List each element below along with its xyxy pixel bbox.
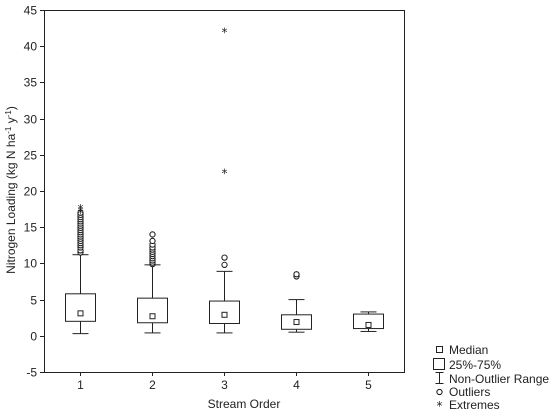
- y-axis: -5 0 5 10 15 20 25 30 35 40 45: [24, 4, 44, 380]
- x-tick-label: 5: [365, 378, 372, 392]
- outlier-point: [221, 254, 228, 261]
- y-axis-title-sup-1: -1: [4, 126, 13, 134]
- y-tick-label: 40: [24, 40, 38, 54]
- legend-label-box: 25%-75%: [449, 358, 501, 372]
- iqr-box: [353, 313, 384, 330]
- outlier-point: [149, 237, 156, 245]
- legend-item-box: 25%-75%: [433, 358, 501, 372]
- extreme-point: *: [78, 207, 84, 221]
- y-axis-title: Nitrogen Loading (kg N ha-1 y-1): [4, 106, 19, 274]
- y-tick-label: 15: [24, 221, 38, 235]
- x-tick-label: 2: [149, 378, 156, 392]
- legend-item-median: Median: [436, 343, 488, 357]
- y-axis-title-part-2: y: [4, 117, 18, 126]
- x-tick-label: 3: [221, 378, 228, 392]
- extreme-asterisk-icon: *: [437, 399, 443, 413]
- y-tick-label: 20: [24, 185, 38, 199]
- median-marker: [293, 319, 300, 326]
- box-plot-marks: *****: [65, 26, 384, 335]
- legend-label-outliers: Outliers: [449, 385, 490, 399]
- legend: Median 25%-75% Non-Outlier Range Outlier…: [433, 343, 549, 413]
- extreme-point: *: [78, 202, 84, 216]
- legend-item-range: Non-Outlier Range: [435, 372, 549, 386]
- legend-item-outliers: Outliers: [436, 385, 490, 399]
- box-group-1: ***: [65, 202, 96, 335]
- iqr-box: [65, 293, 96, 322]
- box-group-5: [353, 311, 384, 332]
- y-tick-label: 25: [24, 149, 38, 163]
- y-tick-label: 5: [30, 294, 37, 308]
- y-tick-label: 0: [30, 330, 37, 344]
- y-tick-label: 10: [24, 257, 38, 271]
- median-marker: [221, 311, 228, 318]
- extreme-point: *: [222, 167, 228, 181]
- extreme-point: *: [78, 204, 84, 218]
- y-axis-title-part-3: ): [4, 106, 18, 110]
- x-axis: 1 2 3 4 5: [77, 372, 372, 392]
- outlier-point: [149, 231, 156, 238]
- outlier-point: [77, 209, 84, 216]
- legend-label-range: Non-Outlier Range: [449, 372, 549, 386]
- y-axis-title-sup-2: -1: [4, 110, 13, 118]
- x-axis-title: Stream Order: [208, 397, 281, 411]
- y-axis-title-part-1: Nitrogen Loading (kg N ha: [4, 133, 18, 273]
- whisker-range-icon: [435, 372, 444, 384]
- extreme-point: *: [222, 26, 228, 40]
- x-tick-label: 4: [293, 378, 300, 392]
- y-tick-label: 30: [24, 113, 38, 127]
- y-tick-label: -5: [26, 366, 37, 380]
- legend-label-extremes: Extremes: [449, 398, 500, 412]
- median-marker: [365, 321, 372, 328]
- y-tick-label: 35: [24, 76, 38, 90]
- median-marker: [149, 313, 156, 320]
- x-tick-label: 1: [77, 378, 84, 392]
- outlier-point: [293, 271, 300, 278]
- legend-item-extremes: * Extremes: [437, 398, 500, 413]
- box-group-2: [137, 231, 168, 334]
- median-marker-icon: [436, 346, 443, 353]
- box-group-3: **: [209, 26, 240, 334]
- box-group-4: [281, 271, 312, 333]
- outlier-circle-icon: [436, 388, 443, 396]
- box-icon: [433, 358, 445, 370]
- median-marker: [77, 310, 84, 317]
- legend-label-median: Median: [449, 343, 488, 357]
- outlier-point: [221, 261, 228, 268]
- y-tick-label: 45: [24, 4, 38, 18]
